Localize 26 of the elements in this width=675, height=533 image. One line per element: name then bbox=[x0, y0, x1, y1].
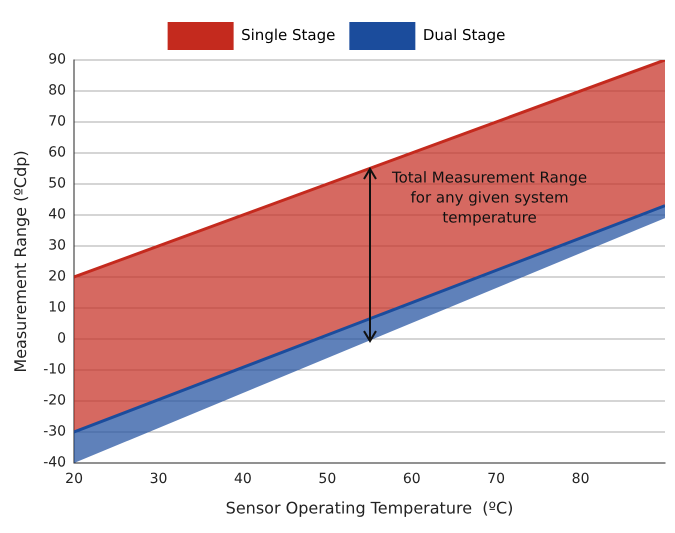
y-tick-label: -10 bbox=[43, 362, 66, 378]
y-tick-label: 30 bbox=[48, 238, 66, 254]
y-tick-label: -30 bbox=[43, 424, 66, 440]
legend-label: Dual Stage bbox=[422, 26, 506, 44]
x-tick-label: 70 bbox=[487, 471, 506, 488]
annotation: Total Measurement Range for any given system temperature bbox=[390, 168, 588, 226]
y-tick-label: 90 bbox=[48, 52, 66, 68]
y-tick-label: -40 bbox=[43, 454, 66, 471]
x-tick-label: 60 bbox=[402, 471, 421, 488]
legend-label: Single Stage bbox=[241, 26, 336, 44]
x-tick-label: 40 bbox=[234, 471, 252, 488]
x-tick-label: 80 bbox=[572, 471, 590, 488]
y-tick-label: -20 bbox=[43, 392, 66, 409]
x-tick-label: 50 bbox=[318, 471, 336, 488]
y-tick-label: 40 bbox=[48, 206, 66, 223]
y-tick-label: 70 bbox=[48, 114, 66, 130]
x-axis-title: Sensor Operating Temperature (ºC) bbox=[226, 498, 514, 518]
y-tick-label: 0 bbox=[57, 330, 66, 347]
y-tick-label: 50 bbox=[48, 176, 66, 192]
y-axis-title: Measurement Range (ºCdp) bbox=[10, 150, 30, 373]
x-tick-label: 20 bbox=[65, 471, 83, 488]
y-tick-label: 60 bbox=[48, 144, 66, 161]
x-tick-label: 30 bbox=[150, 471, 168, 488]
y-tick-label: 10 bbox=[48, 300, 66, 316]
y-tick-label: 80 bbox=[48, 82, 66, 99]
y-tick-label: 20 bbox=[48, 268, 66, 285]
